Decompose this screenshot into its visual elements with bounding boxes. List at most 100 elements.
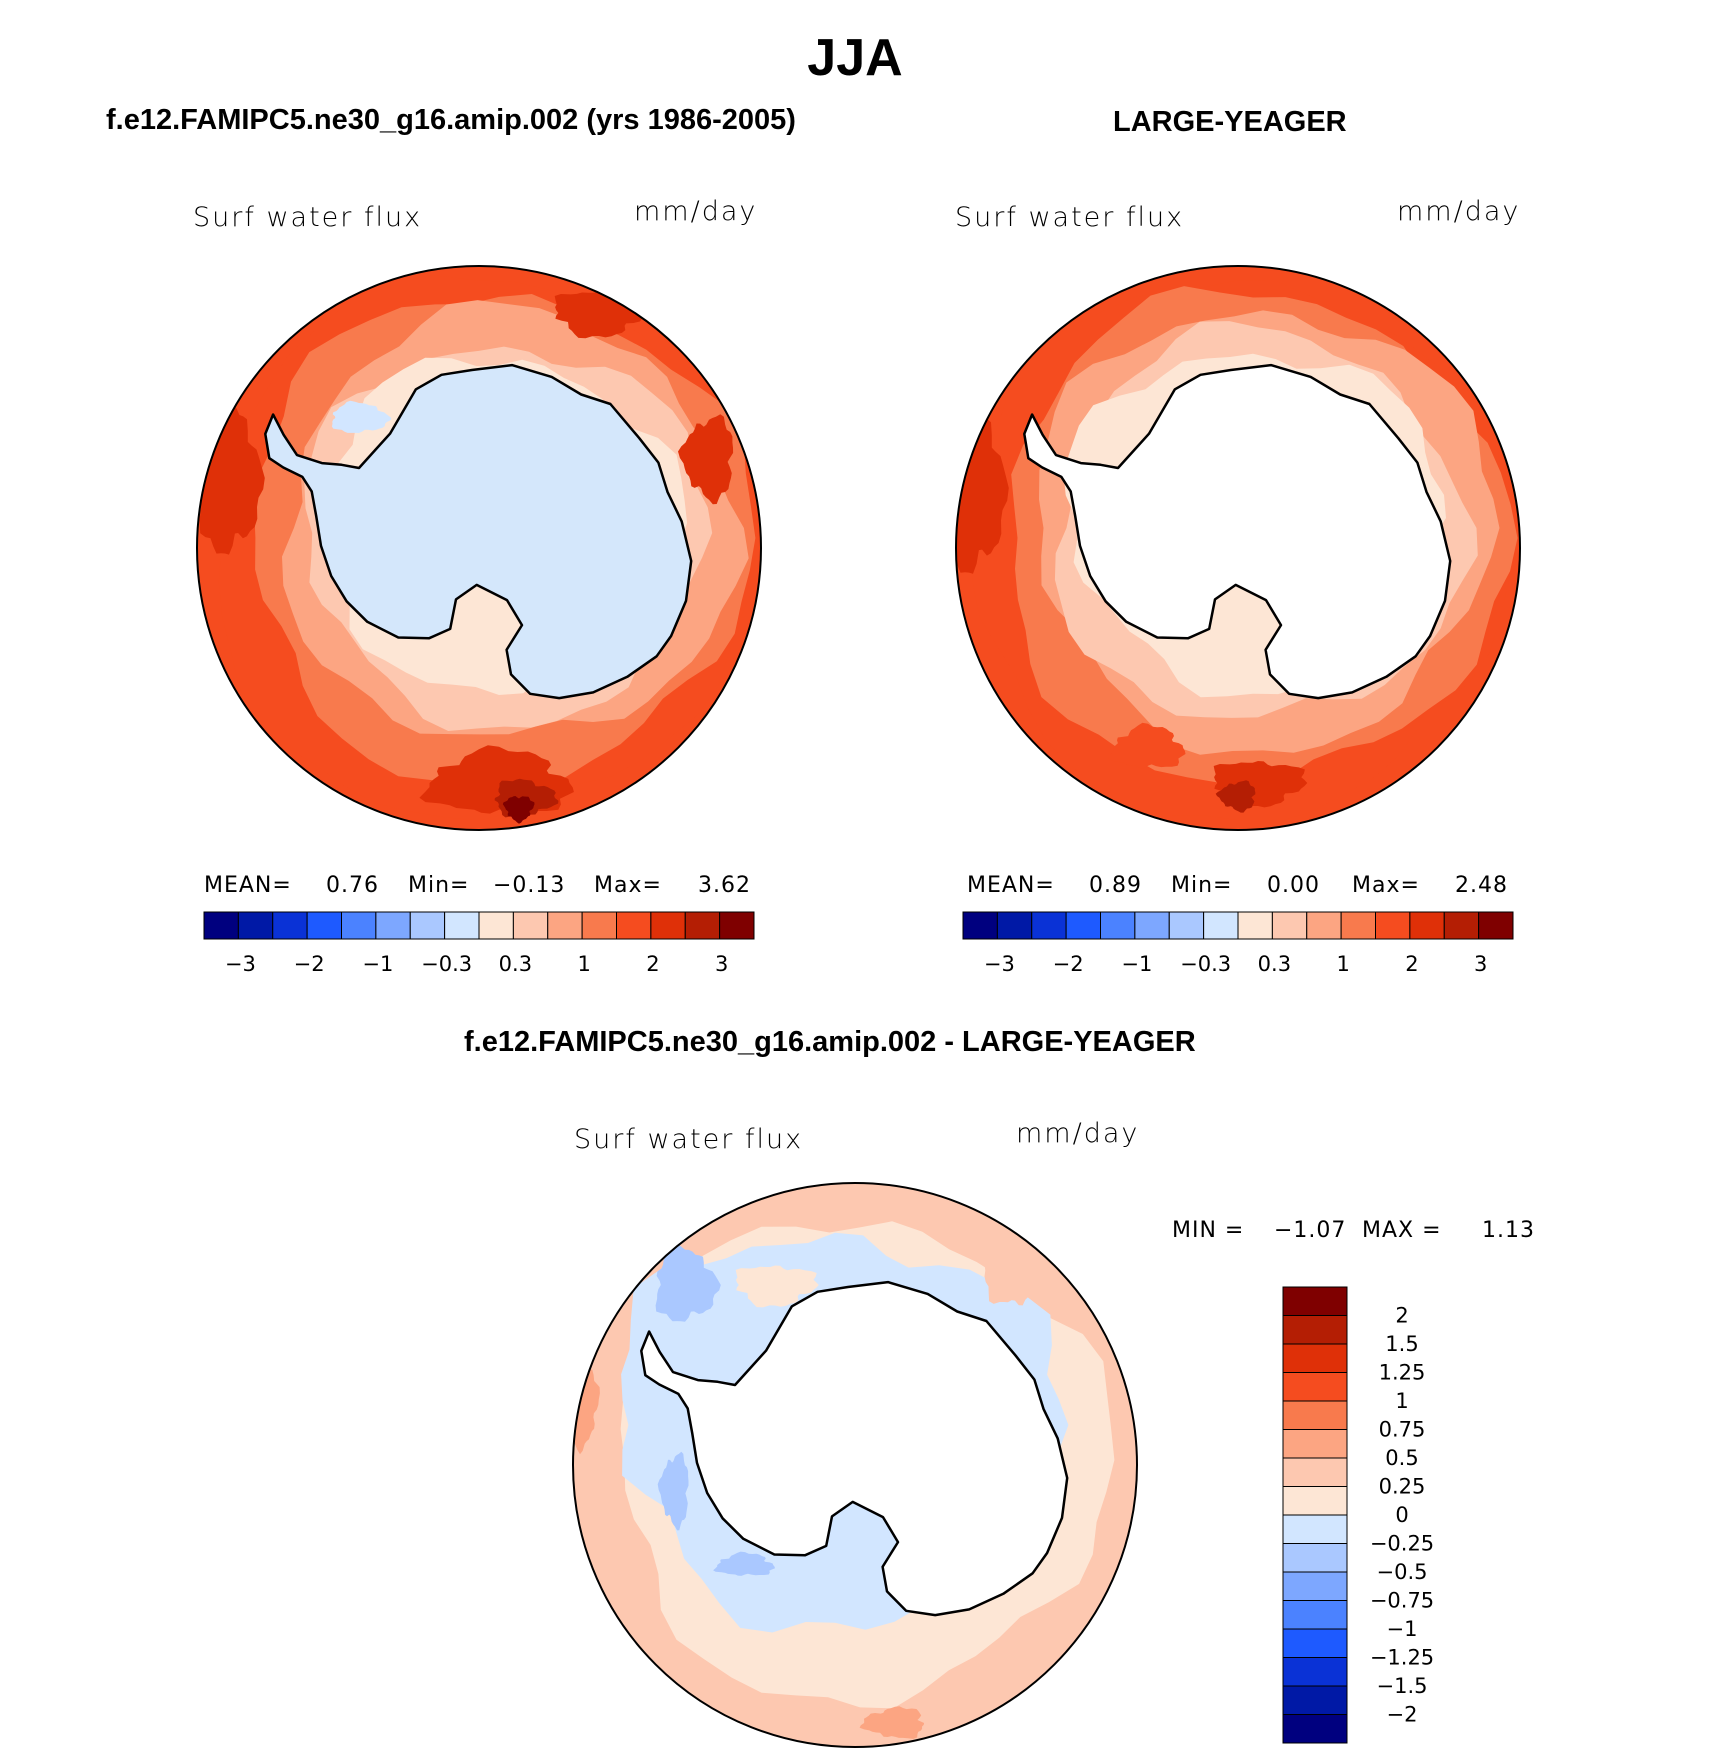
obs-max-label: Max= xyxy=(1352,873,1420,898)
diff-contour-patch-1 xyxy=(655,1242,721,1322)
diff-colorbar-box-11 xyxy=(1282,1571,1348,1601)
model-mean-value: 0.76 xyxy=(326,873,379,898)
obs-contour-patch-4 xyxy=(1108,722,1186,769)
model-colorbar-box-1 xyxy=(203,911,239,940)
model-min-value: −0.13 xyxy=(493,873,566,898)
obs-colorbar-tick-label: 1 xyxy=(1336,952,1349,976)
obs-colorbar-box-5 xyxy=(1100,911,1136,940)
model-antarctica-coastline xyxy=(264,363,693,700)
diff-colorbar-box-6 xyxy=(1282,1429,1348,1459)
model-contour-patch-6 xyxy=(502,796,535,824)
model-variable-label: Surf water flux xyxy=(193,202,423,233)
diff-colorbar-tick-label: 1.25 xyxy=(1379,1361,1426,1385)
model-colorbar-box-11 xyxy=(547,911,583,940)
obs-colorbar-box-4 xyxy=(1065,911,1101,940)
model-colorbar-box-4 xyxy=(306,911,342,940)
diff-case-title: f.e12.FAMIPC5.ne30_g16.amip.002 - LARGE-… xyxy=(464,1026,1196,1058)
obs-colorbar-tick-label: −2 xyxy=(1053,952,1084,976)
obs-antarctica-coastline xyxy=(1023,363,1452,700)
model-units-label: mm/day xyxy=(634,196,758,227)
obs-colorbar-box-10 xyxy=(1271,911,1308,940)
diff-colorbar-tick-label: 0.5 xyxy=(1385,1446,1418,1470)
obs-colorbar: −3 −2 −1 −0.3 0.3 1 2 3 xyxy=(962,911,1514,976)
diff-max-label: MAX = xyxy=(1362,1218,1442,1243)
diff-colorbar-tick-label: −1.5 xyxy=(1377,1674,1428,1698)
diff-contour-patch-8 xyxy=(984,1216,1050,1306)
diff-colorbar-tick-label: −0.25 xyxy=(1370,1532,1434,1556)
obs-max-value: 2.48 xyxy=(1455,873,1508,898)
diff-colorbar-tick-label: −1.25 xyxy=(1370,1646,1434,1670)
obs-colorbar-box-15 xyxy=(1443,911,1480,940)
obs-colorbar-tick-label: 0.3 xyxy=(1258,952,1291,976)
diff-units-label: mm/day xyxy=(1016,1118,1140,1149)
diff-colorbar-tick-label: 0.25 xyxy=(1379,1475,1426,1499)
diff-colorbar-box-7 xyxy=(1282,1457,1348,1487)
diff-contour-patch-3 xyxy=(657,1451,689,1531)
model-colorbar-box-2 xyxy=(237,911,274,940)
obs-colorbar-box-7 xyxy=(1168,911,1205,940)
model-colorbar-tick-label: 1 xyxy=(577,952,590,976)
diff-colorbar-tick-label: −2 xyxy=(1387,1703,1418,1727)
obs-colorbar-box-1 xyxy=(962,911,998,940)
model-colorbar-box-6 xyxy=(375,911,411,940)
diff-colorbar-box-4 xyxy=(1282,1372,1348,1402)
obs-contour-patch-3 xyxy=(1215,780,1256,813)
diff-contour-patch-4 xyxy=(713,1551,775,1576)
obs-colorbar-tick-label: 3 xyxy=(1474,952,1487,976)
model-colorbar-box-3 xyxy=(272,911,308,940)
obs-colorbar-box-8 xyxy=(1203,911,1239,940)
diff-colorbar-box-16 xyxy=(1282,1714,1348,1744)
obs-variable-label: Surf water flux xyxy=(955,202,1185,233)
diff-colorbar-tick-label: −0.5 xyxy=(1377,1560,1428,1584)
obs-colorbar-box-11 xyxy=(1306,911,1342,940)
model-colorbar-box-16 xyxy=(719,911,755,940)
diff-colorbar-box-1 xyxy=(1282,1286,1348,1316)
model-contour-6 xyxy=(331,400,392,433)
diff-colorbar-tick-label: 0.75 xyxy=(1379,1418,1426,1442)
obs-case-title: LARGE-YEAGER xyxy=(1113,106,1347,138)
model-colorbar-tick-label: 0.3 xyxy=(499,952,532,976)
model-colorbar: −3 −2 −1 −0.3 0.3 1 2 3 xyxy=(203,911,755,976)
diff-polar-map xyxy=(573,1183,1137,1747)
model-contour-patch-7 xyxy=(197,376,221,419)
diff-colorbar-tick-label: −0.75 xyxy=(1370,1589,1434,1613)
diff-contour-patch-6 xyxy=(573,1367,600,1455)
diff-colorbar-tick-label: 1 xyxy=(1395,1389,1408,1413)
model-colorbar-box-12 xyxy=(581,911,617,940)
obs-colorbar-box-16 xyxy=(1478,911,1514,940)
model-contour-patch-3 xyxy=(678,414,734,505)
diff-colorbar-box-10 xyxy=(1282,1543,1348,1573)
obs-min-value: 0.00 xyxy=(1267,873,1320,898)
obs-colorbar-box-13 xyxy=(1375,911,1411,940)
model-mean-label: MEAN= xyxy=(204,873,292,898)
obs-mean-label: MEAN= xyxy=(967,873,1055,898)
diff-colorbar-tick-label: 0 xyxy=(1395,1503,1408,1527)
model-max-value: 3.62 xyxy=(698,873,751,898)
obs-colorbar-box-3 xyxy=(1031,911,1067,940)
obs-colorbar-box-9 xyxy=(1237,911,1273,940)
obs-min-label: Min= xyxy=(1171,873,1233,898)
diff-colorbar-box-3 xyxy=(1282,1343,1348,1373)
obs-mean-value: 0.89 xyxy=(1089,873,1142,898)
model-min-label: Min= xyxy=(408,873,470,898)
model-colorbar-tick-label: −0.3 xyxy=(421,952,472,976)
model-colorbar-box-5 xyxy=(341,911,377,940)
obs-colorbar-tick-label: −0.3 xyxy=(1180,952,1231,976)
diff-variable-label: Surf water flux xyxy=(574,1124,804,1155)
diff-colorbar-tick-label: −1 xyxy=(1387,1617,1418,1641)
obs-colorbar-tick-label: 2 xyxy=(1405,952,1418,976)
model-max-label: Max= xyxy=(594,873,662,898)
diff-colorbar-box-8 xyxy=(1282,1486,1348,1516)
model-colorbar-tick-label: 3 xyxy=(715,952,728,976)
diff-map-border xyxy=(572,1182,1138,1748)
obs-units-label: mm/day xyxy=(1397,196,1521,227)
model-case-title: f.e12.FAMIPC5.ne30_g16.amip.002 (yrs 198… xyxy=(106,104,796,136)
obs-polar-map xyxy=(956,266,1520,830)
obs-colorbar-tick-label: −3 xyxy=(984,952,1015,976)
model-map-border xyxy=(196,265,762,831)
obs-map-border xyxy=(955,265,1521,831)
diff-contour-patch-7 xyxy=(859,1706,925,1739)
obs-colorbar-box-14 xyxy=(1409,911,1445,940)
diff-min-value: −1.07 xyxy=(1274,1218,1347,1243)
